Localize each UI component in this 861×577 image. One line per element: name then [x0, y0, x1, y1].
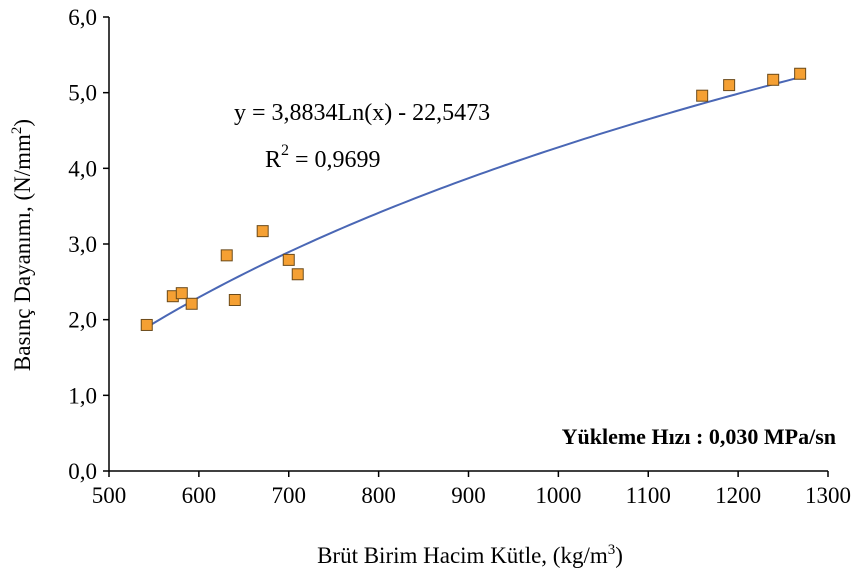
x-tick-label: 500: [92, 483, 127, 508]
point: [140, 318, 153, 331]
y-tick-label: 6,0: [68, 5, 97, 30]
x-label-text: Brüt Birim Hacim Kütle, (kg/m: [317, 543, 608, 568]
point: [256, 225, 269, 238]
point: [228, 293, 241, 306]
point: [794, 67, 807, 80]
y-tick-label: 3,0: [68, 232, 97, 257]
trendline: [146, 76, 801, 329]
annotation: Yükleme Hızı : 0,030 MPa/sn: [562, 424, 836, 449]
x-tick-label: 700: [272, 483, 307, 508]
r2-sup: 2: [281, 142, 289, 159]
y-tick-label: 2,0: [68, 308, 97, 333]
point: [175, 287, 188, 300]
r2-text: R: [265, 147, 281, 173]
x-axis-label: Brüt Birim Hacim Kütle, (kg/m3): [317, 542, 623, 568]
x-tick-label: 900: [451, 483, 486, 508]
x-tick-label: 800: [361, 483, 396, 508]
x-tick-label: 600: [182, 483, 217, 508]
point: [282, 253, 295, 266]
x-tick-label: 1200: [715, 483, 761, 508]
y-label-sup: 2: [9, 127, 25, 135]
point: [185, 297, 198, 310]
r-squared: R2 = 0,9699: [265, 142, 381, 173]
y-axis-label: Basınç Dayanımı, (N/mm2): [9, 119, 35, 371]
r2-end: = 0,9699: [289, 147, 381, 173]
point: [723, 79, 736, 92]
x-tick-label: 1000: [535, 483, 581, 508]
point: [696, 89, 709, 102]
trendline-equation: y = 3,8834Ln(x) - 22,5473: [234, 100, 490, 126]
x-label-end: ): [615, 543, 623, 568]
y-tick-label: 5,0: [68, 81, 97, 106]
y-tick-label: 0,0: [68, 459, 97, 484]
x-label-sup: 3: [608, 542, 616, 558]
y-label-end: ): [10, 119, 35, 127]
point: [220, 249, 233, 262]
point: [767, 73, 780, 86]
y-tick-label: 1,0: [68, 383, 97, 408]
x-tick-label: 1300: [805, 483, 851, 508]
y-label-text: Basınç Dayanımı, (N/mm: [10, 134, 35, 371]
x-tick-label: 1100: [626, 483, 671, 508]
point: [291, 268, 304, 281]
y-tick-label: 4,0: [68, 156, 97, 181]
